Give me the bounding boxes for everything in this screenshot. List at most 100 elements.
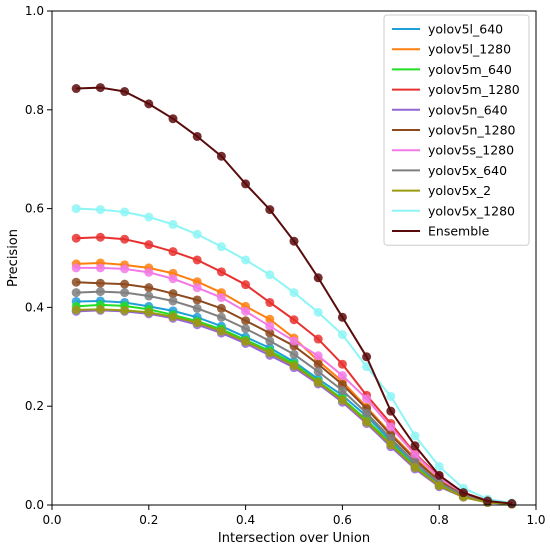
x-tick-label: 0.4 bbox=[236, 513, 255, 527]
data-point bbox=[483, 496, 493, 506]
data-point bbox=[71, 288, 81, 298]
data-point bbox=[313, 359, 323, 369]
data-point bbox=[71, 277, 81, 287]
data-point bbox=[337, 371, 347, 381]
data-point bbox=[507, 499, 517, 509]
data-point bbox=[313, 273, 323, 283]
legend-entry: yolov5l_640 bbox=[428, 22, 503, 37]
data-point bbox=[265, 348, 275, 358]
legend-entry: yolov5x_1280 bbox=[428, 203, 515, 218]
data-point bbox=[313, 307, 323, 317]
data-point bbox=[313, 351, 323, 361]
data-point bbox=[144, 291, 154, 301]
data-point bbox=[192, 303, 202, 313]
data-point bbox=[241, 316, 251, 326]
data-point bbox=[337, 385, 347, 395]
legend-entry: yolov5m_640 bbox=[428, 62, 512, 77]
data-point bbox=[265, 314, 275, 324]
data-point bbox=[313, 334, 323, 344]
data-point bbox=[71, 204, 81, 214]
axes-layer: 0.0 0.2 0.4 0.6 0.8 1.0 0.0 0.2 0.4 0.6 0.8 1.0 bbox=[25, 4, 546, 527]
data-point bbox=[144, 212, 154, 222]
data-point bbox=[95, 263, 105, 273]
data-point bbox=[192, 131, 202, 141]
data-point bbox=[120, 305, 130, 315]
y-tick-label: 0.2 bbox=[25, 399, 44, 413]
data-point bbox=[168, 289, 178, 299]
data-point bbox=[95, 287, 105, 297]
data-point bbox=[386, 422, 396, 432]
data-point bbox=[192, 295, 202, 305]
data-point bbox=[337, 312, 347, 322]
x-tick-label: 0.2 bbox=[139, 513, 158, 527]
data-point bbox=[120, 288, 130, 298]
data-point bbox=[95, 278, 105, 288]
series-yolov5s-1280 bbox=[71, 263, 517, 509]
data-point bbox=[241, 280, 251, 290]
data-point bbox=[289, 288, 299, 298]
data-point bbox=[337, 330, 347, 340]
data-point bbox=[192, 255, 202, 265]
data-point bbox=[168, 114, 178, 124]
data-point bbox=[216, 326, 226, 336]
data-point bbox=[168, 247, 178, 257]
legend-entry: yolov5n_1280 bbox=[428, 123, 516, 138]
y-tick-label: 1.0 bbox=[25, 4, 44, 18]
data-point bbox=[265, 297, 275, 307]
y-tick-label: 0.4 bbox=[25, 300, 44, 314]
data-point bbox=[95, 83, 105, 93]
data-point bbox=[216, 312, 226, 322]
data-point bbox=[362, 362, 372, 372]
series-layer bbox=[71, 83, 517, 509]
data-point bbox=[71, 263, 81, 273]
y-tick-label: 0.8 bbox=[25, 103, 44, 117]
data-point bbox=[216, 293, 226, 303]
data-point bbox=[144, 267, 154, 277]
data-point bbox=[289, 236, 299, 246]
series-ensemble bbox=[71, 83, 517, 509]
data-point bbox=[386, 391, 396, 401]
data-point bbox=[434, 461, 444, 471]
legend-entry: yolov5x_2 bbox=[428, 183, 491, 198]
data-point bbox=[120, 87, 130, 97]
plot-frame bbox=[51, 10, 537, 506]
data-point bbox=[95, 304, 105, 314]
x-tick-label: 0.8 bbox=[430, 513, 449, 527]
data-point bbox=[362, 394, 372, 404]
data-point bbox=[168, 219, 178, 229]
data-point bbox=[95, 232, 105, 242]
data-point bbox=[192, 318, 202, 328]
data-point bbox=[265, 336, 275, 346]
data-point bbox=[192, 283, 202, 293]
data-point bbox=[95, 205, 105, 215]
data-point bbox=[71, 233, 81, 243]
legend-entry: yolov5m_1280 bbox=[428, 82, 520, 97]
y-tick-label: 0.6 bbox=[25, 202, 44, 216]
y-tick-label: 0.0 bbox=[25, 498, 44, 512]
data-point bbox=[289, 336, 299, 346]
data-point bbox=[410, 431, 420, 441]
data-point bbox=[458, 488, 468, 498]
data-point bbox=[168, 312, 178, 322]
data-point bbox=[241, 179, 251, 189]
data-point bbox=[144, 240, 154, 250]
data-point bbox=[241, 306, 251, 316]
data-point bbox=[386, 440, 396, 450]
data-point bbox=[313, 367, 323, 377]
legend-entry: Ensemble bbox=[428, 224, 490, 239]
data-point bbox=[386, 433, 396, 443]
data-point bbox=[216, 242, 226, 252]
legend-entry: yolov5s_1280 bbox=[428, 143, 514, 158]
data-point bbox=[71, 305, 81, 315]
data-point bbox=[144, 99, 154, 109]
data-point bbox=[289, 315, 299, 325]
x-tick-label: 0.6 bbox=[333, 513, 352, 527]
data-point bbox=[386, 406, 396, 416]
data-point bbox=[120, 207, 130, 217]
data-point bbox=[337, 395, 347, 405]
data-point bbox=[241, 336, 251, 346]
legend-entry: yolov5l_1280 bbox=[428, 42, 511, 57]
legend-entry: yolov5x_640 bbox=[428, 163, 507, 178]
data-point bbox=[216, 151, 226, 161]
